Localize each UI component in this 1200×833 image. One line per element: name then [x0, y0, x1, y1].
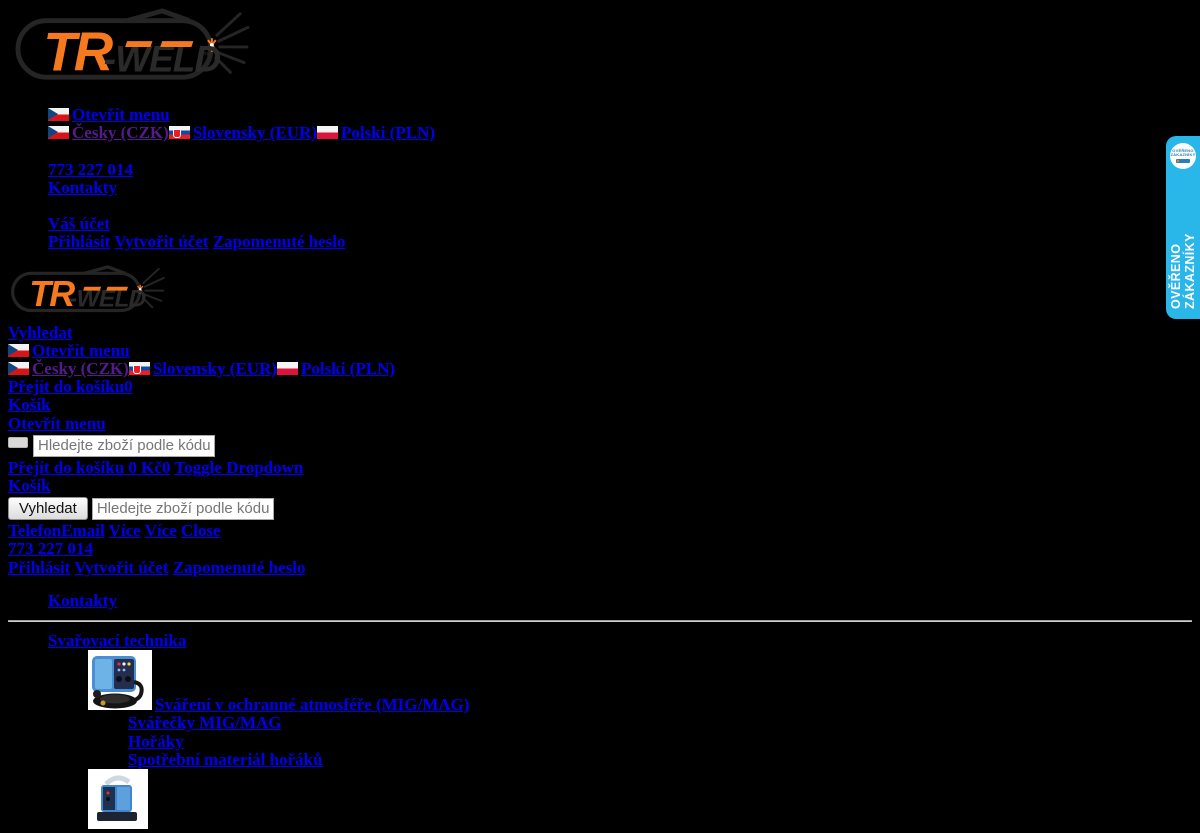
mobile-header: Vyhledat Otevřít menu Česky (CZK) Slovens… — [8, 322, 1200, 833]
login-link[interactable]: Přihlásit — [8, 557, 71, 577]
login-link[interactable]: Přihlásit — [48, 232, 111, 252]
cart-link[interactable]: Košík — [8, 476, 51, 496]
language-link-pln[interactable]: Polski (PLN) — [301, 359, 396, 379]
contacts-link[interactable]: Kontakty — [48, 177, 117, 197]
verified-customers-badge[interactable]: OVĚŘENO ZÁKAZNÍKY OVĚŘENO ZÁKAZNÍKY — [1166, 136, 1200, 319]
open-menu-link[interactable]: Otevřít menu — [72, 105, 170, 125]
flag-cz-icon — [8, 362, 29, 376]
language-link-czk[interactable]: Česky (CZK) — [72, 123, 169, 143]
heureka-seal-icon: OVĚŘENO ZÁKAZNÍKY — [1170, 143, 1196, 169]
trweld-logo-small[interactable]: TR -WELD — [8, 265, 1200, 319]
account-link[interactable]: Váš účet — [48, 214, 110, 234]
flag-pl-icon — [277, 362, 299, 376]
flag-cz-icon — [48, 108, 69, 122]
category-link-welding[interactable]: Svařovací technika — [48, 631, 187, 651]
flag-cz-icon — [8, 343, 29, 357]
heureka-logo-icon — [1176, 159, 1190, 164]
toggle-dropdown-link[interactable]: Toggle Dropdown — [174, 457, 304, 477]
product-photo-mig-machine[interactable] — [88, 650, 152, 711]
product-photo-welder-2[interactable] — [88, 769, 148, 830]
divider — [8, 620, 1192, 623]
language-link-eur[interactable]: Slovensky (EUR) — [152, 359, 278, 379]
flag-cz-icon — [48, 126, 69, 140]
forgot-password-link[interactable]: Zapomenuté heslo — [212, 232, 346, 252]
subcategory-row: Sváření v ochranné atmosféře (MIG/MAG) — [88, 650, 1200, 714]
flag-sk-icon — [128, 362, 150, 376]
search-input[interactable] — [91, 497, 274, 520]
telefon-link[interactable]: Telefon — [8, 521, 62, 541]
trweld-logo-large[interactable]: TR -WELD ™ — [12, 8, 1200, 88]
phone-link[interactable]: 773 227 014 — [8, 539, 93, 559]
more-link[interactable]: Více — [108, 521, 141, 541]
open-menu-link[interactable]: Otevřít menu — [32, 340, 130, 360]
subcategory-link-mig-mag[interactable]: Sváření v ochranné atmosféře (MIG/MAG) — [155, 695, 470, 715]
menu-item-link[interactable]: Svářečky MIG/MAG — [128, 713, 282, 733]
flag-sk-icon — [168, 126, 190, 140]
email-link[interactable]: Email — [61, 521, 105, 541]
language-link-eur[interactable]: Slovensky (EUR) — [192, 123, 318, 143]
trweld-logo-icon: TR -WELD — [11, 265, 165, 314]
goto-cart-link[interactable]: Přejít do košíku0 — [8, 377, 133, 397]
navbar-toggle-button[interactable] — [8, 436, 28, 448]
menu-item-link[interactable]: Hořáky — [128, 731, 184, 751]
search-button[interactable]: Vyhledat — [8, 497, 88, 521]
register-link[interactable]: Vytvořit účet — [74, 557, 169, 577]
search-toggle-link[interactable]: Vyhledat — [8, 322, 73, 342]
cart-link[interactable]: Košík — [8, 395, 51, 415]
more-link[interactable]: Více — [144, 521, 177, 541]
language-switcher: Česky (CZK) Slovensky (EUR) Polski (PLN) — [48, 124, 1200, 142]
menu-item-link[interactable]: Spotřební materiál hořáků — [128, 749, 323, 769]
subcategory-row — [88, 769, 1200, 833]
forgot-password-link[interactable]: Zapomenuté heslo — [172, 557, 306, 577]
top-menu: Otevřít menu Česky (CZK) Slovensky (EUR) P… — [48, 106, 1200, 251]
phone-link[interactable]: 773 227 014 — [48, 159, 133, 179]
register-link[interactable]: Vytvořit účet — [114, 232, 209, 252]
trweld-logo-icon: TR -WELD ™ — [15, 8, 250, 82]
close-link[interactable]: Close — [181, 521, 221, 541]
language-link-czk[interactable]: Česky (CZK) — [32, 359, 129, 379]
goto-cart-link[interactable]: Přejít do košíku 0 Kč0 — [8, 457, 171, 477]
svg-text:TR: TR — [43, 21, 113, 82]
verified-badge-label: OVĚŘENO ZÁKAZNÍKY — [1169, 233, 1197, 309]
language-link-pln[interactable]: Polski (PLN) — [341, 123, 436, 143]
svg-text:TR: TR — [29, 274, 75, 314]
search-input[interactable] — [33, 434, 215, 457]
flag-pl-icon — [317, 126, 339, 140]
open-menu-link[interactable]: Otevřít menu — [8, 413, 106, 433]
language-switcher: Česky (CZK) Slovensky (EUR) Polski (PLN) — [8, 359, 1200, 379]
svg-text:™: ™ — [203, 51, 212, 61]
contacts-link[interactable]: Kontakty — [48, 590, 117, 610]
